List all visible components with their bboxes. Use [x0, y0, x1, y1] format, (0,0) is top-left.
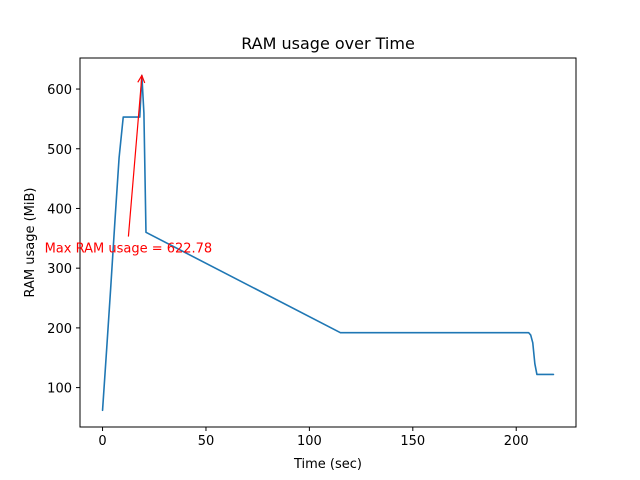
y-tick-label: 600 — [47, 83, 72, 98]
y-tick-label: 100 — [47, 382, 72, 397]
annotation-arrow — [127, 76, 143, 237]
annotation-layer: Max RAM usage = 622.78 — [45, 74, 213, 257]
y-tick-label: 300 — [47, 262, 72, 277]
y-tick-label: 400 — [47, 202, 72, 217]
x-tick-label: 50 — [198, 434, 215, 449]
y-axis-title: RAM usage (MiB) — [23, 188, 38, 298]
axis-ticks: 0 50 100 150 200 100 200 300 400 500 600 — [47, 83, 528, 449]
x-axis-title: Time (sec) — [293, 457, 362, 472]
chart-title: RAM usage over Time — [241, 34, 415, 53]
y-tick-label: 500 — [47, 143, 72, 158]
x-tick-label: 0 — [98, 434, 106, 449]
plot-frame — [79, 57, 577, 428]
x-tick-label: 100 — [297, 434, 322, 449]
x-tick-label: 200 — [504, 434, 529, 449]
annotation-label-0: Max RAM usage = 622.78 — [45, 242, 213, 257]
y-tick-label: 200 — [47, 322, 72, 337]
annotation-arrowhead — [137, 74, 146, 84]
x-tick-label: 150 — [400, 434, 425, 449]
